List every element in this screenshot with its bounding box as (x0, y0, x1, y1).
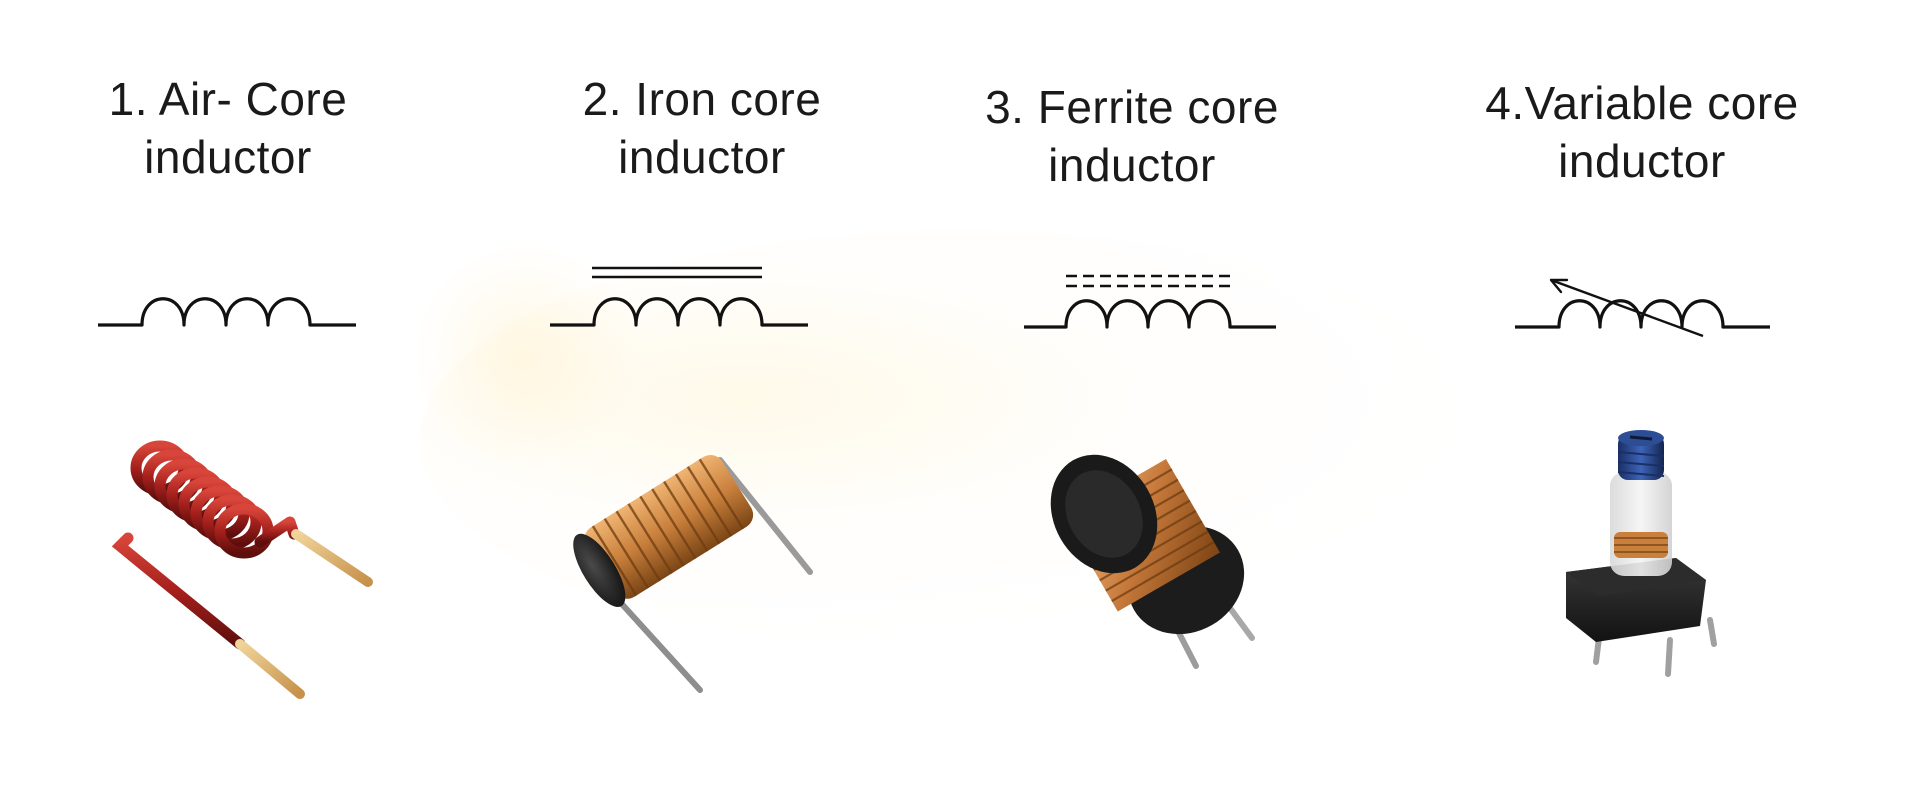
iron-core-inductor-symbol-icon (550, 266, 808, 327)
air-core-title-line1: 1. Air- Core (108, 73, 348, 125)
iron-core-title-line1: 2. Iron core (582, 73, 822, 125)
variable-core-title-line1: 4.Variable core (1485, 77, 1799, 129)
iron-core-title-line2: inductor (618, 131, 786, 183)
variable-core-title-line2: inductor (1558, 135, 1726, 187)
air-core-inductor-symbol-icon (98, 297, 356, 327)
variable-inductor-symbol-icon (1515, 278, 1770, 338)
air-core-inductor-photo-icon (111, 440, 373, 699)
variable-inductor-photo-icon (1566, 430, 1717, 677)
air-core-title-line2: inductor (144, 131, 312, 183)
ferrite-core-title: 3. Ferrite core inductor (922, 78, 1342, 194)
ferrite-core-inductor-photo-icon (1050, 454, 1255, 669)
iron-core-title: 2. Iron core inductor (492, 70, 912, 186)
ferrite-core-title-line1: 3. Ferrite core (985, 81, 1279, 133)
ferrite-core-title-line2: inductor (1048, 139, 1216, 191)
air-core-title: 1. Air- Core inductor (18, 70, 438, 186)
iron-core-inductor-photo-icon (573, 455, 813, 693)
variable-core-title: 4.Variable core inductor (1432, 74, 1852, 190)
ferrite-core-inductor-symbol-icon (1024, 274, 1276, 329)
